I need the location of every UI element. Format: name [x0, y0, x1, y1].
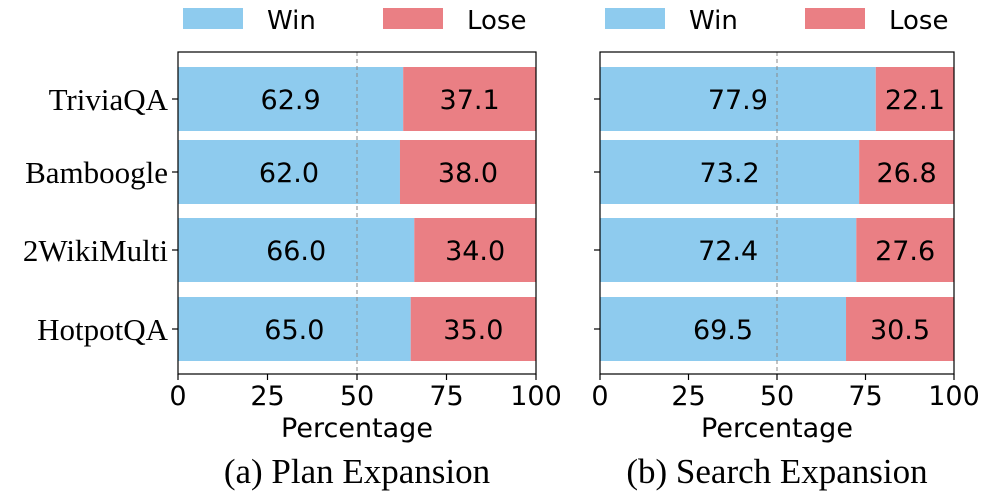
chart-panel-1: Win Lose 77.9 22.1 73.2 26.8 72.4 27.6 69.5 30.5 0… [591, 6, 979, 491]
data-label-lose-0: 37.1 [440, 85, 500, 116]
legend-swatch-0 [605, 8, 665, 29]
bar-lose-2 [856, 218, 954, 282]
bar-win-2 [178, 218, 415, 282]
bar-lose-3 [846, 297, 954, 361]
x-tick-label-3: 75 [848, 381, 882, 412]
data-label-win-1: 73.2 [700, 158, 760, 189]
legend-label-0: Win [267, 6, 316, 36]
data-label-lose-0: 22.1 [885, 85, 945, 116]
data-label-win-3: 65.0 [264, 315, 324, 346]
data-label-lose-2: 27.6 [875, 236, 935, 267]
data-label-lose-3: 35.0 [443, 315, 503, 346]
bar-lose-3 [410, 297, 536, 361]
data-label-lose-1: 38.0 [438, 158, 498, 189]
data-label-win-1: 62.0 [259, 158, 319, 189]
bar-lose-1 [399, 140, 536, 204]
legend-label-1: Lose [467, 6, 526, 36]
x-tick-label-3: 75 [429, 381, 463, 412]
chart-panel-0: Win Lose 62.9 37.1 62.0 38.0 66.0 34.0 65.0 35.0 T… [23, 6, 562, 491]
data-label-win-3: 69.5 [693, 315, 753, 346]
data-label-lose-2: 34.0 [445, 236, 505, 267]
bar-win-1 [178, 140, 400, 204]
x-tick-label-1: 25 [671, 381, 705, 412]
x-tick-label-4: 100 [510, 381, 562, 412]
panel-title: (a) Plan Expansion [224, 452, 490, 491]
data-label-win-0: 62.9 [261, 85, 321, 116]
bar-win-0 [600, 67, 876, 131]
x-tick-label-4: 100 [928, 381, 980, 412]
x-tick-label-2: 50 [760, 381, 794, 412]
category-label-3: HotpotQA [37, 312, 169, 347]
bar-lose-2 [414, 218, 536, 282]
category-label-0: TriviaQA [49, 82, 169, 117]
legend-label-1: Lose [889, 6, 948, 36]
data-label-lose-1: 26.8 [877, 158, 937, 189]
bar-win-1 [600, 140, 860, 204]
bar-win-3 [178, 297, 411, 361]
x-tick-label-2: 50 [340, 381, 374, 412]
bar-win-2 [600, 218, 857, 282]
legend-swatch-1 [805, 8, 865, 29]
category-label-2: 2WikiMulti [23, 233, 169, 268]
panel-title: (b) Search Expansion [626, 452, 927, 491]
data-label-win-2: 72.4 [698, 236, 758, 267]
bar-lose-0 [403, 67, 536, 131]
legend-swatch-1 [383, 8, 443, 29]
x-tick-label-0: 0 [591, 381, 608, 412]
data-label-lose-3: 30.5 [870, 315, 930, 346]
x-tick-label-0: 0 [169, 381, 186, 412]
bar-lose-0 [875, 67, 954, 131]
x-tick-label-1: 25 [250, 381, 284, 412]
x-axis-label: Percentage [701, 413, 853, 444]
data-label-win-2: 66.0 [266, 236, 326, 267]
category-label-1: Bamboogle [25, 155, 168, 190]
legend-label-0: Win [689, 6, 738, 36]
legend-swatch-0 [183, 8, 243, 29]
bar-lose-1 [859, 140, 954, 204]
bar-win-3 [600, 297, 847, 361]
data-label-win-0: 77.9 [708, 85, 768, 116]
x-axis-label: Percentage [281, 413, 433, 444]
bar-win-0 [178, 67, 404, 131]
